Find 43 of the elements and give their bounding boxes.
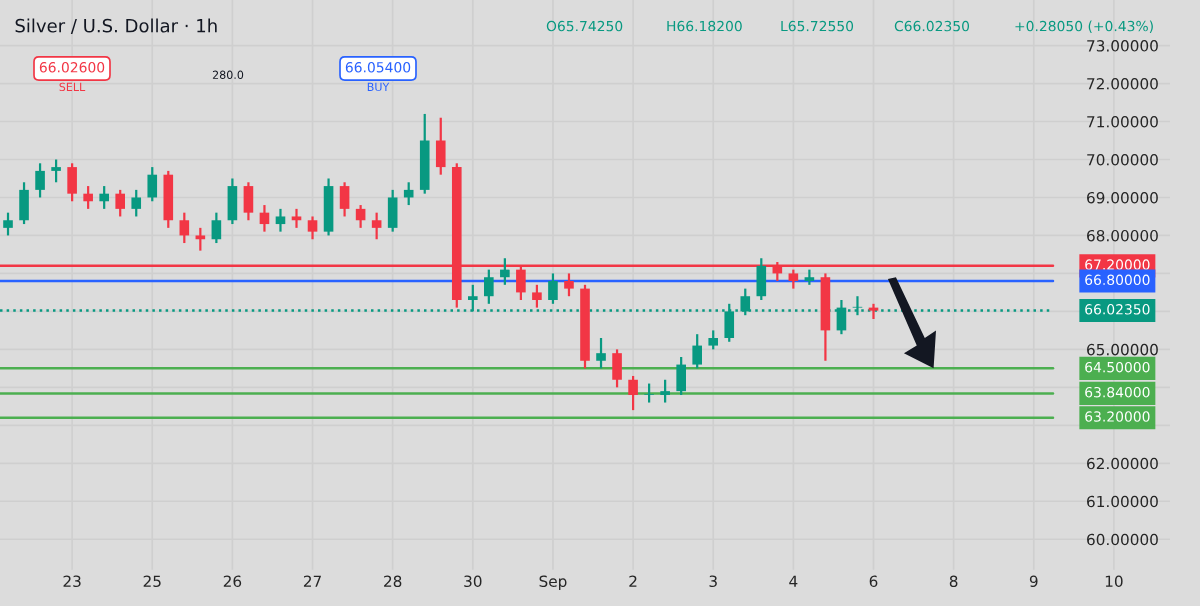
candlestick [484, 268, 494, 305]
candlestick [564, 272, 574, 298]
candlestick [660, 378, 670, 404]
candlestick [532, 283, 542, 309]
candlestick [323, 177, 334, 237]
candlestick [67, 162, 77, 203]
candlestick [83, 184, 93, 210]
candlestick [692, 333, 702, 370]
candlestick [548, 272, 558, 305]
candlestick [500, 257, 510, 286]
candlestick [387, 188, 398, 233]
candlestick [339, 181, 350, 218]
candlestick [51, 158, 61, 184]
candlestick [99, 184, 109, 210]
candlestick [628, 374, 638, 412]
candlestick [227, 177, 238, 226]
candlestick [275, 207, 286, 233]
candlestick [868, 302, 879, 321]
candlestick [756, 257, 767, 302]
candlestick [708, 329, 719, 351]
candlestick [195, 226, 206, 252]
candlestick [612, 348, 622, 389]
candlestick [371, 211, 382, 241]
candlestick [676, 355, 686, 397]
candlestick [403, 181, 414, 207]
candlestick [115, 188, 126, 218]
candlestick [3, 211, 13, 237]
candlestick [291, 207, 302, 229]
candlestick [243, 181, 254, 222]
candlestick [307, 215, 318, 241]
text: Silver / U.S. Dollar · 1h [15, 18, 217, 34]
candlestick [596, 336, 606, 370]
candlestick [147, 165, 158, 203]
candlestick [179, 211, 190, 245]
candlestick [644, 382, 654, 404]
candlestick [259, 203, 270, 233]
candlestick [435, 116, 446, 176]
candlestick [35, 162, 45, 199]
candlestick [355, 203, 366, 229]
candlestick [131, 188, 142, 218]
candlestick [19, 181, 29, 226]
candlestick [211, 211, 222, 245]
candlestick [163, 169, 174, 229]
